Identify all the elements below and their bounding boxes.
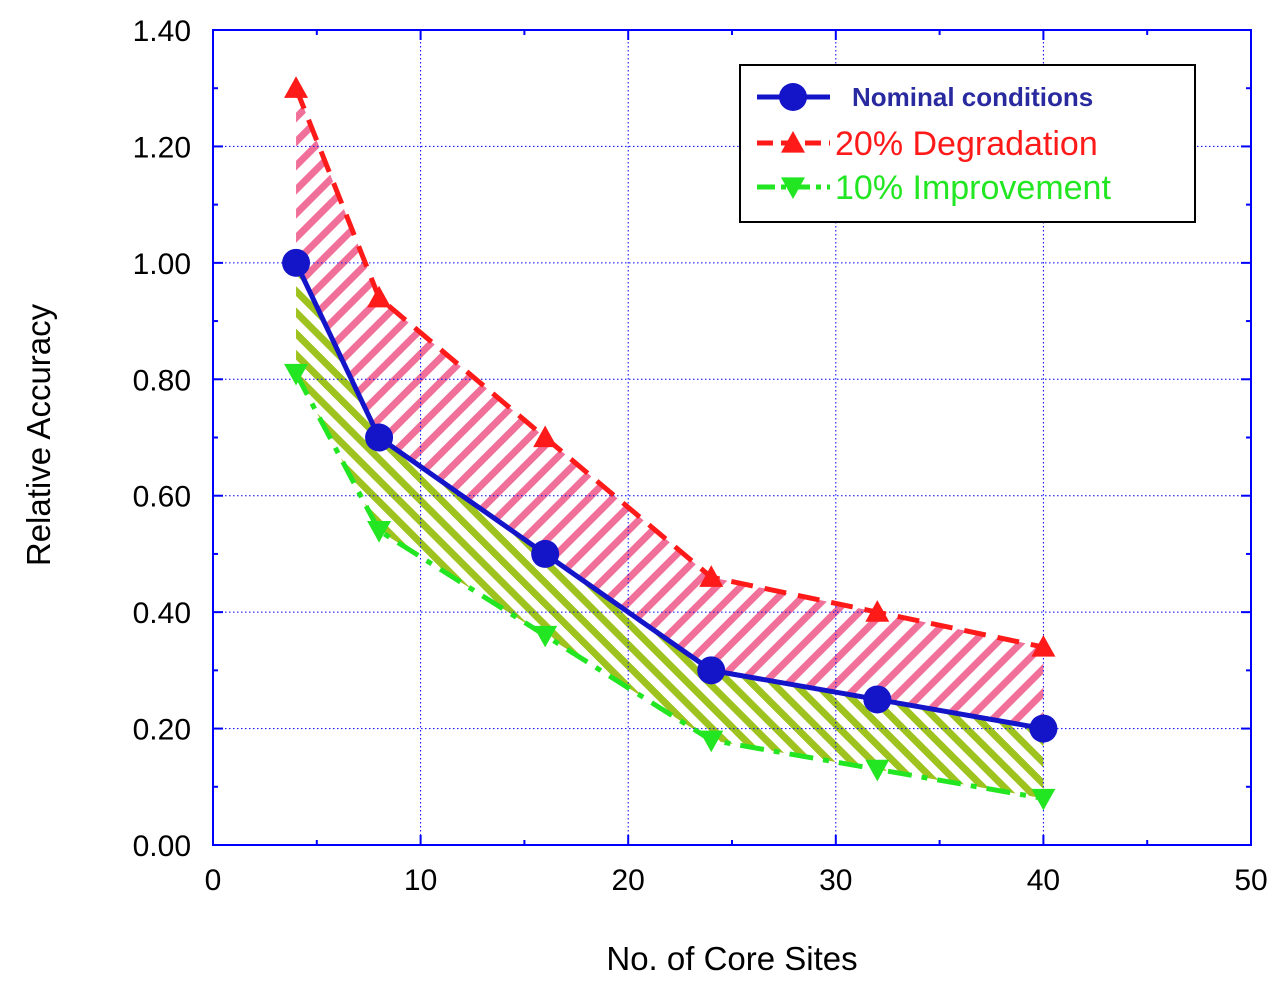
x-tick-label: 10 [404, 864, 437, 897]
data-point [533, 625, 558, 648]
y-axis-title: Relative Accuracy [20, 303, 57, 566]
data-point [367, 521, 392, 543]
tick-labels: 0 10 20 30 40 50 0.00 0.20 0.40 0.60 0.80 1.00 1.20 1… [133, 15, 1268, 897]
legend-label: 10% Improvement [835, 169, 1111, 207]
y-tick-label: 1.00 [133, 248, 191, 281]
series-line [293, 87, 1044, 650]
data-point [699, 730, 724, 753]
data-point [697, 656, 726, 685]
x-tick-label: 40 [1027, 864, 1060, 897]
x-tick-label: 50 [1234, 864, 1267, 897]
x-tick-label: 0 [205, 864, 222, 897]
data-point [365, 423, 394, 452]
series-markers [282, 76, 1058, 811]
tick-marks [212, 29, 1252, 846]
data-point [1031, 635, 1056, 657]
series-line [293, 372, 1044, 801]
hatched-band [296, 262, 1044, 799]
y-tick-label: 0.00 [133, 830, 191, 863]
legend-marker [779, 83, 807, 111]
data-point [284, 76, 309, 98]
data-point [1029, 714, 1058, 743]
legend-marker [781, 131, 805, 153]
y-tick-label: 0.20 [133, 714, 191, 747]
series-lines [293, 87, 1044, 801]
y-tick-label: 0.60 [133, 481, 191, 514]
data-point [367, 285, 392, 308]
legend-label: Nominal conditions [852, 82, 1093, 112]
data-point [865, 759, 890, 782]
data-point [1031, 788, 1056, 811]
data-point [533, 425, 558, 448]
data-point [865, 600, 890, 622]
y-tick-label: 1.20 [133, 131, 191, 164]
data-point [863, 685, 892, 714]
x-axis-title: No. of Core Sites [606, 940, 857, 977]
legend-label: 20% Degradation [835, 125, 1098, 163]
hatched-band [296, 88, 1044, 729]
x-tick-label: 30 [819, 864, 852, 897]
x-tick-label: 20 [612, 864, 645, 897]
legend-marker [781, 177, 805, 199]
data-point [284, 363, 309, 386]
y-tick-label: 0.80 [133, 364, 191, 397]
data-point [699, 565, 724, 587]
y-tick-label: 1.40 [133, 15, 191, 48]
data-point [282, 248, 311, 277]
series-line [293, 261, 1044, 732]
data-point [531, 539, 560, 568]
legend: Nominal conditions 20% Degradation 10% Imp… [739, 64, 1196, 223]
y-tick-label: 0.40 [133, 597, 191, 630]
hatched-bands [296, 88, 1044, 799]
